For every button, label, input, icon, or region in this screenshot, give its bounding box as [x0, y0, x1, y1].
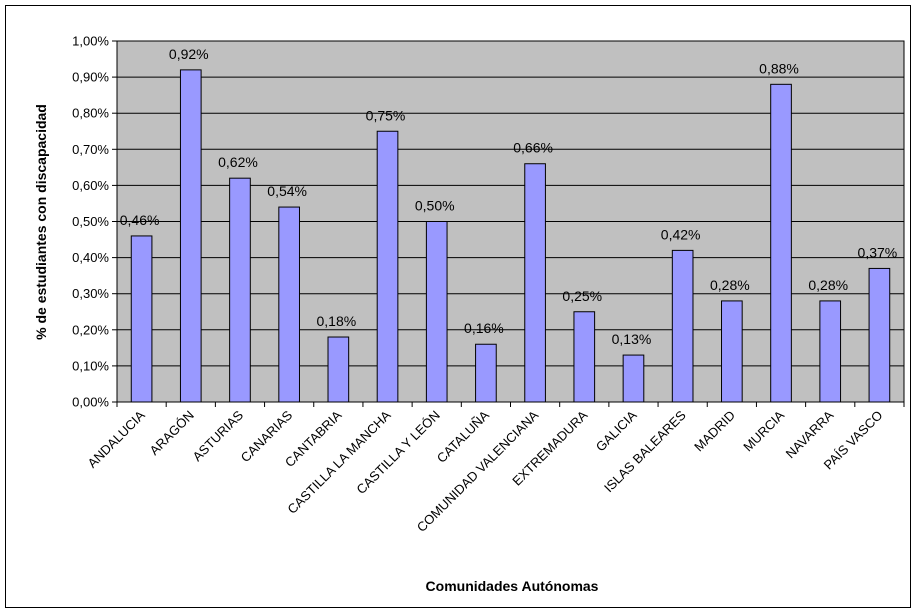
bar — [622, 354, 645, 403]
y-tick-label: 1,00% — [72, 34, 109, 49]
data-label: 0,46% — [120, 212, 160, 228]
bar — [819, 300, 842, 403]
data-label: 0,25% — [562, 288, 602, 304]
y-tick-label: 0,10% — [72, 358, 109, 373]
data-label: 0,13% — [612, 331, 652, 347]
bars — [116, 69, 905, 407]
x-tick-label: ANDALUCIA — [84, 407, 147, 470]
data-label: 0,62% — [218, 154, 258, 170]
y-tick-label: 0,20% — [72, 322, 109, 337]
x-tick-label: ARAGÓN — [146, 408, 196, 458]
y-tick-label: 0,90% — [72, 70, 109, 85]
x-tick-labels: ANDALUCIAARAGÓNASTURIASCANARIASCANTABRIA… — [84, 407, 885, 535]
bar — [179, 69, 202, 403]
bar — [229, 177, 251, 403]
y-tick-labels: 0,00% 0,10% 0,20% 0,30% 0,40% 0,50% 0,60% 0,70%… — [72, 34, 109, 410]
data-label: 0,28% — [808, 277, 848, 293]
bar — [524, 163, 546, 403]
bar — [868, 267, 891, 403]
y-tick-label: 0,60% — [72, 178, 109, 193]
data-label: 0,50% — [415, 198, 455, 214]
y-axis-title: % de estudiantes con discapacidad — [33, 104, 49, 340]
data-label: 0,75% — [366, 107, 406, 123]
bar — [425, 221, 448, 403]
x-axis-title: Comunidades Autónomas — [426, 578, 599, 594]
bar — [721, 300, 743, 403]
x-tick-label: ISLAS BALEARES — [601, 407, 689, 495]
data-label: 0,28% — [710, 277, 750, 293]
data-label: 0,16% — [464, 320, 504, 336]
data-labels: 0,46% 0,92% 0,62% 0,54% 0,18% 0,75% 0,50% 0,16%… — [120, 46, 898, 347]
bar — [475, 343, 497, 403]
data-label: 0,54% — [267, 183, 307, 199]
bar — [278, 206, 300, 403]
data-label: 0,88% — [759, 60, 799, 76]
data-label: 0,42% — [661, 226, 701, 242]
y-tick-label: 0,30% — [72, 286, 109, 301]
bar — [327, 336, 350, 403]
y-tick-label: 0,80% — [72, 106, 109, 121]
data-label: 0,18% — [316, 313, 356, 329]
data-label: 0,37% — [858, 244, 898, 260]
bar — [671, 249, 694, 403]
bar — [376, 130, 399, 403]
bar — [130, 235, 153, 403]
bar — [770, 83, 792, 403]
y-tick-label: 0,70% — [72, 142, 109, 157]
x-tick-label: GALICIA — [593, 407, 640, 454]
data-label: 0,92% — [169, 46, 209, 62]
x-tick-label: CASTILLA Y LEÓN — [353, 408, 442, 497]
y-tick-label: 0,50% — [72, 214, 109, 229]
y-tick-label: 0,00% — [72, 395, 109, 410]
x-tick-label: MADRID — [691, 408, 738, 455]
x-tick-label: MURCIA — [740, 407, 787, 454]
y-tick-label: 0,40% — [72, 250, 109, 265]
data-label: 0,66% — [513, 140, 553, 156]
bar — [573, 311, 596, 403]
